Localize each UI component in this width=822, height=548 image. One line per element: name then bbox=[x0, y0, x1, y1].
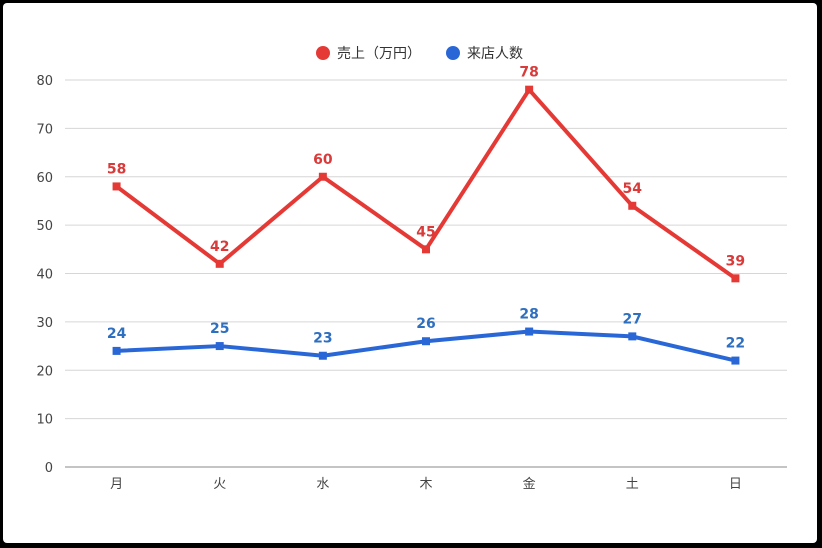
data-label-0: 39 bbox=[726, 253, 745, 269]
x-tick-label: 月 bbox=[110, 477, 123, 492]
data-point-1 bbox=[318, 351, 327, 360]
data-point-1 bbox=[525, 327, 534, 336]
data-point-1 bbox=[215, 342, 224, 351]
y-tick-label: 50 bbox=[36, 219, 53, 234]
y-tick-label: 40 bbox=[36, 268, 53, 283]
x-tick-label: 日 bbox=[729, 477, 742, 492]
data-label-0: 58 bbox=[107, 161, 126, 177]
data-label-1: 25 bbox=[210, 321, 229, 337]
data-label-1: 23 bbox=[313, 331, 332, 347]
data-point-0 bbox=[422, 245, 430, 254]
data-label-1: 27 bbox=[623, 311, 642, 327]
legend-marker-1 bbox=[446, 46, 460, 60]
data-point-0 bbox=[628, 201, 637, 210]
y-tick-label: 60 bbox=[36, 171, 53, 186]
data-label-0: 60 bbox=[313, 152, 333, 168]
data-label-0: 78 bbox=[519, 65, 538, 81]
legend-label-1: 来店人数 bbox=[467, 46, 523, 62]
y-tick-label: 20 bbox=[36, 364, 53, 379]
data-label-1: 26 bbox=[416, 316, 435, 332]
data-label-1: 28 bbox=[519, 307, 538, 323]
data-point-0 bbox=[525, 85, 534, 94]
data-label-1: 22 bbox=[726, 336, 745, 352]
data-point-1 bbox=[628, 332, 637, 341]
x-tick-label: 木 bbox=[419, 477, 432, 492]
y-tick-label: 70 bbox=[36, 122, 53, 137]
y-tick-label: 0 bbox=[45, 461, 53, 476]
legend-label-0: 売上（万円） bbox=[337, 46, 421, 62]
x-tick-label: 火 bbox=[213, 477, 226, 492]
data-point-0 bbox=[215, 259, 224, 268]
data-point-1 bbox=[112, 346, 121, 355]
x-tick-label: 土 bbox=[626, 477, 639, 492]
legend-marker-0 bbox=[316, 46, 330, 60]
data-point-0 bbox=[112, 182, 121, 191]
data-point-0 bbox=[731, 274, 740, 283]
data-point-1 bbox=[731, 356, 740, 365]
x-tick-label: 水 bbox=[316, 477, 329, 492]
data-label-0: 45 bbox=[416, 224, 435, 240]
y-tick-label: 30 bbox=[36, 316, 53, 331]
data-label-1: 24 bbox=[107, 326, 127, 342]
data-point-1 bbox=[422, 337, 430, 346]
y-tick-label: 10 bbox=[36, 413, 53, 428]
y-tick-label: 80 bbox=[36, 74, 53, 89]
data-label-0: 54 bbox=[623, 181, 643, 197]
data-label-0: 42 bbox=[210, 239, 229, 255]
data-point-0 bbox=[318, 172, 327, 181]
x-tick-label: 金 bbox=[523, 476, 536, 492]
